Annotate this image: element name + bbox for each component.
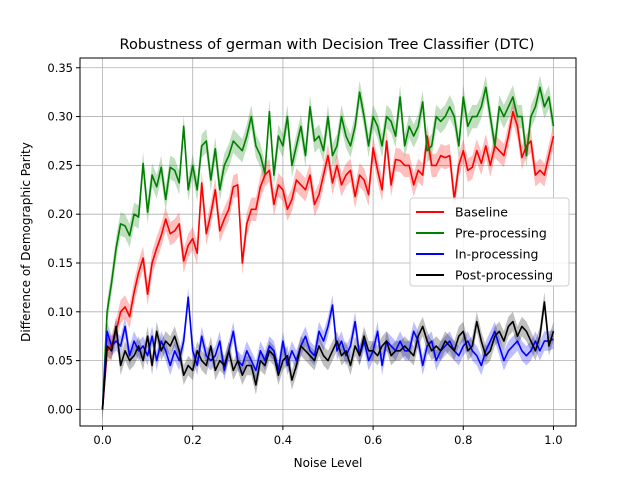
x-tick-label: 0.8 [454, 433, 472, 447]
x-tick-label: 0.4 [274, 433, 292, 447]
series-lines [101, 86, 555, 410]
plot-frame [79, 57, 577, 427]
legend-label: Baseline [455, 205, 508, 220]
legend: Baseline Pre-processing In-processing Post-… [409, 197, 570, 287]
x-tick-label: 1.0 [544, 433, 562, 447]
x-axis-ticks: 0.0 0.2 0.4 0.6 0.8 1.0 [93, 426, 563, 447]
legend-label: Pre-processing [455, 226, 547, 241]
legend-box [409, 197, 570, 287]
y-tick-label: 0.05 [47, 354, 73, 368]
x-tick-label: 0.6 [364, 433, 382, 447]
legend-label: In-processing [455, 247, 538, 262]
band-baseline [102, 100, 554, 422]
y-tick-label: 0.35 [47, 61, 73, 75]
x-tick-label: 0.0 [93, 433, 111, 447]
legend-label: Post-processing [455, 268, 553, 283]
line-pre-processing [101, 86, 555, 410]
y-tick-label: 0.00 [47, 402, 73, 416]
line-post-processing [101, 301, 555, 410]
y-tick-label: 0.25 [47, 158, 73, 172]
line-in-processing [101, 296, 554, 410]
y-tick-label: 0.15 [47, 256, 73, 270]
y-axis-ticks: 0.00 0.05 0.10 0.15 0.20 0.25 0.30 0.35 [47, 61, 80, 416]
band-pre-processing [102, 75, 554, 422]
band-post-processing [102, 292, 554, 420]
y-axis-label: Difference of Demographic Parity [19, 142, 33, 342]
x-axis-label: Noise Level [294, 456, 363, 470]
y-tick-label: 0.10 [47, 305, 73, 319]
line-baseline [101, 110, 555, 410]
chart-title: Robustness of german with Decision Tree … [120, 37, 535, 53]
y-tick-label: 0.30 [47, 110, 73, 124]
y-tick-label: 0.20 [47, 207, 73, 221]
x-tick-label: 0.2 [184, 433, 202, 447]
